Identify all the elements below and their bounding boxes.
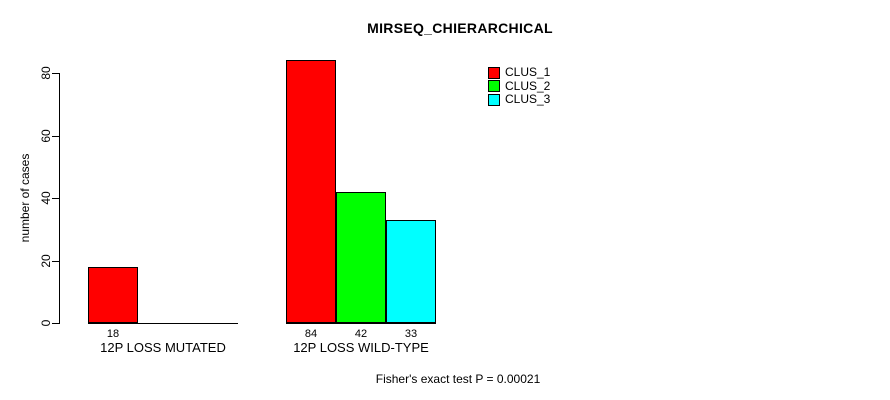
- legend-swatch-clus_2: [488, 80, 500, 92]
- y-tick-mark: [52, 136, 59, 137]
- y-tick-mark: [52, 73, 59, 74]
- legend-label: CLUS_1: [505, 65, 551, 79]
- bar-clus_1-group2: [286, 60, 336, 323]
- annotation-text: Fisher's exact test P = 0.00021: [375, 372, 541, 386]
- y-tick-mark: [52, 198, 59, 199]
- bar-value-label: 18: [106, 328, 120, 340]
- legend-item-clus_1: CLUS_1: [488, 66, 550, 79]
- y-tick-mark: [52, 323, 59, 324]
- chart-title: MIRSEQ_CHIERARCHICAL: [367, 20, 553, 36]
- legend-swatch-clus_1: [488, 66, 500, 79]
- bar-clus_2-group2: [336, 192, 386, 323]
- bar-group-2: 84 42 33 12P LOSS WILD-TYPE: [286, 60, 436, 355]
- category-label: 12P LOSS WILD-TYPE: [293, 340, 429, 355]
- bar-clus_1-group1: [88, 267, 138, 323]
- legend-label: CLUS_3: [505, 92, 551, 106]
- y-axis-label: number of cases: [18, 153, 32, 243]
- y-tick-label: 20: [39, 254, 53, 268]
- bar-value-label: 42: [354, 328, 368, 340]
- bar-value-label: 84: [304, 328, 318, 340]
- legend-item-clus_2: CLUS_2: [488, 78, 551, 93]
- y-tick-label: 0: [39, 319, 53, 327]
- legend-item-clus_3: CLUS_3: [488, 93, 550, 106]
- legend-swatch-clus_3: [488, 93, 500, 106]
- bar-clus_3-group2: [386, 220, 436, 323]
- legend: CLUS_1 CLUS_2 CLUS_3: [488, 66, 550, 107]
- bar-group-1: 18 12P LOSS MUTATED: [88, 73, 238, 355]
- y-tick-label: 60: [39, 129, 53, 143]
- legend-label: CLUS_2: [505, 78, 551, 93]
- y-axis: [59, 73, 60, 324]
- bar-value-label: 33: [404, 328, 418, 340]
- category-label: 12P LOSS MUTATED: [100, 340, 226, 355]
- y-tick-label: 40: [39, 191, 53, 205]
- y-tick-label: 80: [39, 66, 53, 80]
- y-tick-mark: [52, 261, 59, 262]
